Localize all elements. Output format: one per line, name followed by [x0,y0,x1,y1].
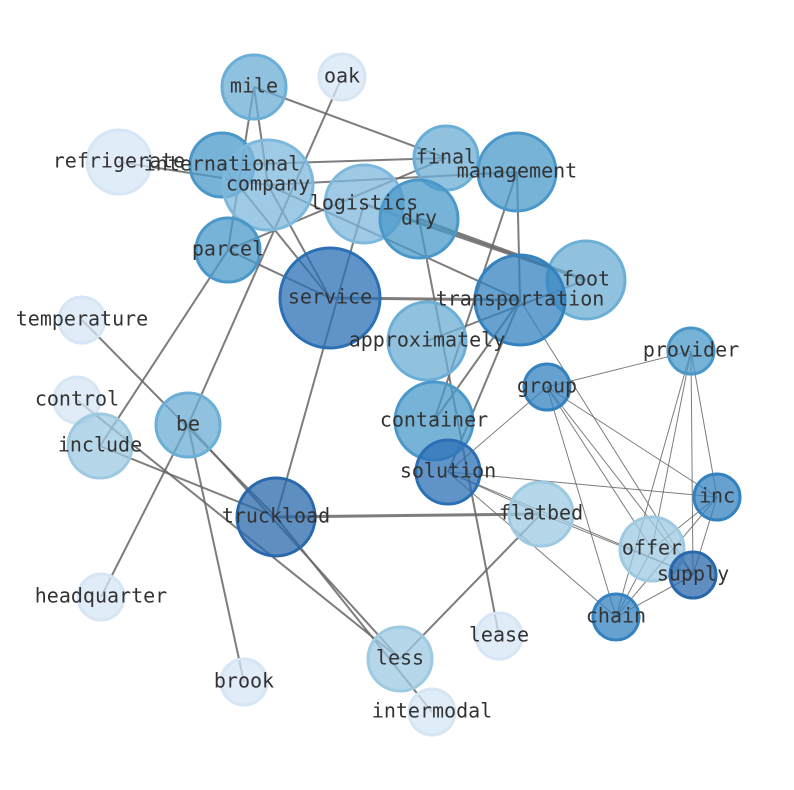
node-label-transportation: transportation [436,287,605,311]
node-label-foot: foot [562,267,610,291]
node-include[interactable] [66,412,134,480]
node-label-provider: provider [643,338,739,362]
node-lease[interactable] [474,611,524,661]
node-management[interactable] [476,131,558,213]
node-service[interactable] [278,246,382,350]
node-label-less: less [376,646,424,670]
node-label-solution: solution [400,459,496,483]
node-label-be: be [176,412,200,436]
edge-provider-inc [690,350,718,498]
node-supply[interactable] [668,550,718,600]
edge-provider-offer [651,350,692,550]
node-label-group: group [517,374,577,398]
edge-flatbed-less [399,513,542,660]
node-label-dry: dry [401,206,437,230]
node-dry[interactable] [378,178,460,260]
node-offer[interactable] [618,515,686,583]
node-label-service: service [288,285,372,309]
node-label-container: container [380,408,488,432]
edge-inc-solution [447,471,718,498]
node-label-truckload: truckload [222,504,330,528]
edge-group-inc [546,386,718,498]
node-brook[interactable] [219,657,269,707]
node-headquarter[interactable] [76,572,126,622]
nodes-layer [52,52,742,737]
node-parcel[interactable] [194,216,262,284]
node-less[interactable] [366,625,434,693]
edge-provider-supply [690,350,694,576]
node-mile[interactable] [220,53,288,121]
node-be[interactable] [154,391,222,459]
edge-group-provider [546,350,692,388]
node-label-chain: chain [586,604,646,628]
edge-oak-be [187,76,343,426]
node-approximately[interactable] [386,300,468,382]
node-label-flatbed: flatbed [499,501,583,525]
node-label-lease: lease [469,623,529,647]
node-label-brook: brook [214,669,274,693]
node-label-management: management [457,159,577,183]
node-inc[interactable] [692,472,742,522]
node-label-parcel: parcel [192,237,264,261]
node-label-headquarter: headquarter [35,584,167,608]
node-label-mile: mile [230,74,278,98]
edge-parcel-include [99,249,229,447]
edge-group-chain [546,386,617,618]
node-temperature[interactable] [57,295,107,345]
node-label-inc: inc [699,484,735,508]
node-label-company: company [226,172,310,196]
node-refrigerate[interactable] [85,128,153,196]
node-label-intermodal: intermodal [372,699,492,723]
node-label-refrigerate: refrigerate [53,149,185,173]
node-transportation[interactable] [473,253,567,347]
edge-flatbed-truckload [275,512,542,519]
node-label-include: include [58,433,142,457]
node-intermodal[interactable] [407,687,457,737]
node-company[interactable] [221,138,315,232]
edge-mile-final [253,86,447,159]
node-solution[interactable] [414,438,482,506]
node-flatbed[interactable] [507,480,575,548]
node-label-oak: oak [324,64,360,88]
node-label-final: final [416,145,476,169]
node-label-control: control [35,387,119,411]
node-label-temperature: temperature [16,307,148,331]
node-truckload[interactable] [235,476,317,558]
edge-be-brook [187,424,245,683]
node-label-logistics: logistics [310,191,418,215]
node-provider[interactable] [666,326,716,376]
node-label-offer: offer [622,536,682,560]
node-chain[interactable] [591,592,641,642]
node-label-approximately: approximately [349,328,506,352]
node-label-international: international [144,152,301,176]
node-group[interactable] [522,362,572,412]
node-label-supply: supply [657,562,729,586]
node-oak[interactable] [317,52,367,102]
